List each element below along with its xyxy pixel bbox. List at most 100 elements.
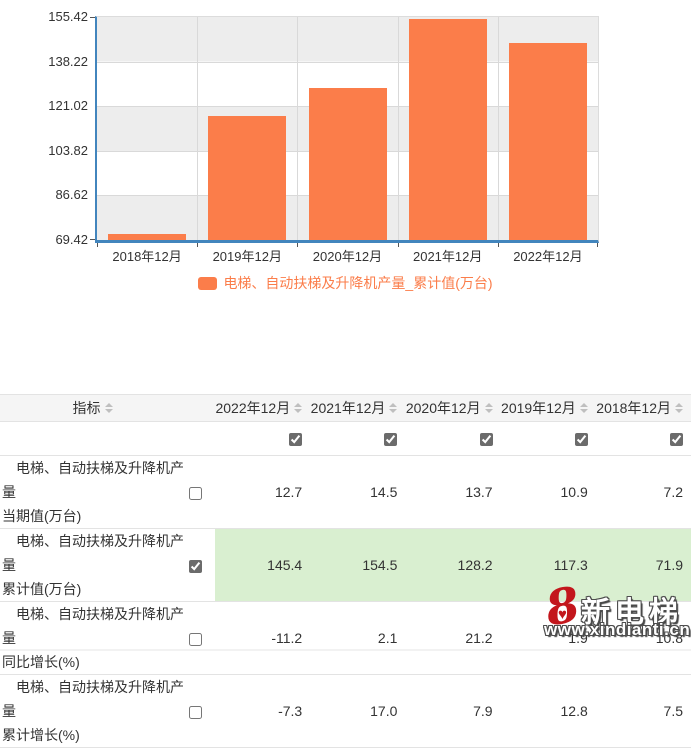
data-table: 指标 2022年12月 2021年12月 2020年12月 2019年12月 2018年1… (0, 394, 691, 748)
value-cell: 154.5 (310, 528, 406, 602)
y-axis-tick-label: 138.22 (48, 53, 88, 69)
value-cell: 10.9 (560, 484, 588, 500)
table-head: 指标 2022年12月 2021年12月 2020年12月 2019年12月 2018年1… (0, 394, 691, 456)
row-checkbox-2[interactable] (189, 632, 203, 646)
sort-up-arrow-icon (484, 403, 493, 408)
indicator-column-header[interactable]: 指标 (0, 395, 185, 422)
x-axis-tick (97, 243, 98, 247)
bar-2021年12月[interactable] (408, 19, 487, 240)
x-axis-tick-label: 2022年12月 (513, 249, 583, 264)
column-checkbox-2022年12月[interactable] (289, 433, 303, 447)
y-axis-tick (90, 239, 95, 240)
x-axis-tick-label: 2018年12月 (112, 249, 182, 264)
column-checkbox-row (0, 422, 691, 456)
indicator-label-line: 电梯、自动扶梯及升降机产量 (2, 679, 184, 719)
row-checkbox-3[interactable] (189, 705, 203, 719)
gridline-v (297, 17, 299, 240)
sort-icon[interactable] (389, 403, 398, 414)
column-header-2018年12月[interactable]: 2018年12月 (596, 395, 691, 422)
y-axis-labels: 69.42 86.62 103.82 121.02 138.22 155.42 (0, 0, 88, 260)
table-row: 电梯、自动扶梯及升降机产量累计值(万台) 145.4 154.5 128.2 117.3… (0, 528, 691, 602)
legend[interactable]: 电梯、自动扶梯及升降机产量_累计值(万台) (0, 273, 691, 293)
indicator-label-line: 累计值(万台) (2, 581, 82, 597)
column-checkbox-cell (405, 422, 500, 456)
value-cell: 117.3 (500, 528, 596, 602)
value-cell: 1.9 (568, 630, 588, 646)
bar-2022年12月[interactable] (508, 42, 587, 240)
value-cell: 128.2 (405, 528, 501, 602)
value-cell: 145.4 (215, 528, 311, 602)
value-cell: 71.9 (595, 528, 691, 602)
sort-icon[interactable] (104, 403, 113, 414)
legend-swatch-icon (198, 276, 218, 290)
gridline-v (197, 17, 199, 240)
sort-icon[interactable] (294, 403, 303, 414)
column-checkbox-cell (501, 422, 596, 456)
row-checkbox-cell (185, 602, 215, 675)
column-checkbox-2018年12月[interactable] (670, 433, 683, 447)
value-cell: 7.5 (663, 703, 683, 719)
value-cell: 12.7 (274, 484, 303, 500)
y-axis-tick-label: 155.42 (48, 9, 88, 24)
bar-2020年12月[interactable] (308, 87, 387, 240)
sort-down-arrow-icon (484, 409, 493, 414)
value-cell: 7.2 (663, 484, 683, 500)
column-header-2021年12月[interactable]: 2021年12月 (310, 395, 405, 422)
column-header-label: 2019年12月 (501, 400, 576, 416)
checkbox-column-header (185, 395, 215, 422)
column-header-label: 2022年12月 (215, 400, 291, 416)
column-header-2020年12月[interactable]: 2020年12月 (405, 395, 500, 422)
bar-chart: 69.42 86.62 103.82 121.02 138.22 155.42 2018年… (0, 0, 691, 300)
sort-down-arrow-icon (294, 409, 303, 414)
x-axis-tick (597, 243, 598, 247)
value-cell: 12.8 (560, 703, 588, 719)
value-cell: 2.1 (377, 630, 398, 646)
indicator-cell: 电梯、自动扶梯及升降机产量累计增长(%) (0, 675, 185, 748)
row-checkbox-1[interactable] (189, 559, 203, 573)
sort-up-arrow-icon (389, 403, 398, 408)
column-checkbox-2020年12月[interactable] (479, 433, 493, 447)
column-header-2019年12月[interactable]: 2019年12月 (501, 395, 596, 422)
sort-up-arrow-icon (104, 403, 113, 408)
value-cell: -7.3 (278, 703, 303, 719)
x-axis-tick-label: 2020年12月 (312, 249, 383, 264)
table-body: 电梯、自动扶梯及升降机产量 当期值(万台) 12.7 14.5 13.7 10.9 7.2 电… (0, 456, 691, 748)
column-header-label: 2020年12月 (405, 400, 481, 416)
x-axis-tick (497, 243, 499, 247)
column-checkbox-2019年12月[interactable] (574, 433, 588, 447)
sort-down-arrow-icon (104, 409, 113, 414)
row-checkbox-cell (185, 529, 215, 602)
column-checkbox-2021年12月[interactable] (384, 433, 398, 447)
table-row: 电梯、自动扶梯及升降机产量 累计增长(%) -7.3 17.0 7.9 12.8 7.5 (0, 675, 691, 748)
x-axis-labels: 2018年12月 2019年12月 2020年12月 2021年12月 2022年12月 (97, 246, 598, 264)
x-axis-tick-label: 2019年12月 (212, 249, 282, 264)
column-checkbox-cell (310, 422, 405, 456)
row-checkbox-0[interactable] (189, 486, 203, 500)
row-checkbox-cell (185, 456, 215, 529)
value-cell: 14.5 (370, 484, 398, 500)
value-cell: 7.9 (473, 703, 493, 719)
value-cell: 13.7 (465, 484, 493, 500)
indicator-header-label: 指标 (72, 400, 101, 416)
bar-2019年12月[interactable] (208, 115, 287, 240)
indicator-label-line: 同比增长(%) (2, 654, 80, 670)
indicator-label-line: 电梯、自动扶梯及升降机产量 (2, 533, 184, 573)
table-row: 电梯、自动扶梯及升降机产量 当期值(万台) 12.7 14.5 13.7 10.9 7.2 (0, 456, 691, 529)
empty-cell (185, 422, 215, 456)
sort-icon[interactable] (675, 403, 683, 414)
sort-icon[interactable] (579, 403, 588, 414)
indicator-cell: 电梯、自动扶梯及升降机产量 同比增长(%) (0, 602, 185, 675)
y-axis-tick-label: 69.42 (55, 232, 88, 247)
y-axis-tick (90, 17, 95, 18)
x-axis-tick (297, 243, 299, 247)
column-header-2022年12月[interactable]: 2022年12月 (215, 395, 310, 422)
bar-2018年12月[interactable] (108, 233, 187, 240)
indicator-label-line: 累计增长(%) (2, 727, 80, 743)
sort-down-arrow-icon (579, 409, 588, 414)
sort-icon[interactable] (484, 403, 493, 414)
table-header-row: 指标 2022年12月 2021年12月 2020年12月 2019年12月 2018年1… (0, 394, 691, 422)
indicator-cell: 电梯、自动扶梯及升降机产量 当期值(万台) (0, 456, 185, 529)
y-axis-tick-label: 103.82 (48, 142, 88, 158)
x-axis-tick-label: 2021年12月 (412, 249, 483, 264)
sort-down-arrow-icon (675, 409, 683, 414)
